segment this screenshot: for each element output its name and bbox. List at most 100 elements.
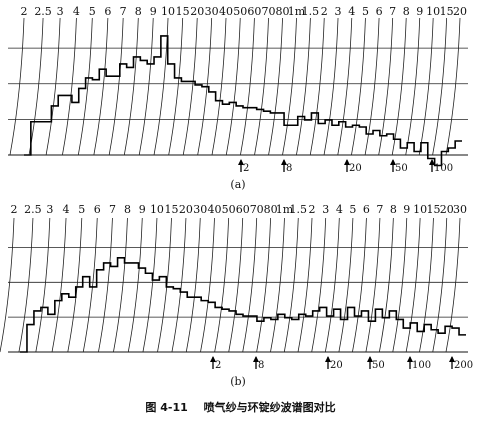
arrow-label-8: 8: [286, 163, 292, 174]
channel-boundary-17: [254, 17, 269, 156]
tick-label-1: 2: [21, 5, 28, 18]
arrow-label-20: 20: [349, 163, 362, 174]
channel-boundary-30: [432, 17, 448, 156]
tick-label-11: 15: [176, 5, 190, 18]
tick-label-8: 8: [124, 203, 131, 216]
tick-label-23: 4: [336, 203, 343, 216]
arrow-head-100: [407, 356, 413, 362]
channel-boundary-9: [138, 17, 154, 156]
channel-boundary-3: [35, 217, 51, 353]
channel-boundary-20: [283, 217, 299, 353]
channel-boundary-15: [225, 17, 241, 156]
channel-boundary-23: [337, 17, 353, 156]
arrow-head-20: [325, 356, 331, 362]
channel-boundary-18: [268, 17, 283, 156]
tick-label-18: 80: [264, 203, 278, 216]
tick-label-24: 5: [349, 203, 356, 216]
tick-label-12: 20: [190, 5, 204, 18]
tick-label-26: 7: [389, 5, 396, 18]
tick-label-21: 2: [309, 203, 316, 216]
channel-boundary-31: [445, 17, 461, 156]
arrow-label-8: 8: [258, 360, 264, 371]
tick-label-19: 1m: [276, 203, 294, 216]
spectrum-line: [20, 257, 466, 353]
arrow-label-20: 20: [330, 360, 343, 371]
channel-boundary-10: [142, 217, 158, 353]
tick-label-2: 2.5: [34, 5, 52, 18]
tick-label-30: 15: [440, 5, 454, 18]
channel-boundary-13: [197, 17, 213, 156]
arrow-head-2: [238, 159, 244, 165]
arrow-label-2: 2: [243, 163, 249, 174]
channel-boundary-20: [296, 17, 311, 156]
spectrum-line: [24, 35, 462, 167]
tick-label-26: 7: [376, 203, 383, 216]
tick-label-1: 2: [11, 203, 18, 216]
tick-label-5: 5: [89, 5, 96, 18]
channel-boundary-10: [153, 17, 169, 156]
tick-label-7: 7: [120, 5, 127, 18]
tick-label-21: 2: [321, 5, 328, 18]
channel-boundary-12: [171, 217, 187, 353]
tick-label-28: 9: [416, 5, 423, 18]
arrow-label-100: 100: [412, 360, 431, 371]
tick-label-23: 4: [348, 5, 355, 18]
tick-label-16: 60: [247, 5, 261, 18]
tick-label-2: 2.5: [24, 203, 42, 216]
channel-boundary-16: [228, 217, 244, 353]
tick-label-29: 10: [413, 203, 427, 216]
channel-boundary-30: [419, 217, 434, 353]
tick-label-14: 40: [207, 203, 221, 216]
channel-boundary-19: [282, 17, 297, 156]
channel-boundary-29: [405, 217, 421, 353]
tick-label-10: 10: [150, 203, 164, 216]
tick-label-13: 30: [205, 5, 219, 18]
tick-label-13: 30: [193, 203, 207, 216]
arrow-head-8: [281, 159, 287, 165]
channel-boundary-14: [200, 217, 215, 353]
tick-label-10: 10: [161, 5, 175, 18]
channel-boundary-27: [378, 217, 394, 353]
arrow-head-200: [449, 356, 455, 362]
tick-label-20: 1.5: [302, 5, 320, 18]
tick-label-12: 20: [179, 203, 193, 216]
tick-label-7: 7: [109, 203, 116, 216]
tick-label-11: 15: [165, 203, 179, 216]
tick-label-29: 10: [426, 5, 440, 18]
tick-label-8: 8: [135, 5, 142, 18]
channel-boundary-31: [432, 217, 448, 353]
tick-label-27: 8: [403, 5, 410, 18]
tick-label-6: 6: [104, 5, 111, 18]
channel-boundary-4: [51, 217, 67, 353]
arrow-label-200: 200: [454, 360, 473, 371]
tick-label-25: 6: [363, 203, 370, 216]
tick-label-17: 70: [262, 5, 276, 18]
channel-boundary-26: [378, 17, 394, 156]
channel-boundary-27: [391, 17, 407, 156]
channel-boundary-2: [18, 217, 34, 353]
channel-boundary-23: [324, 217, 340, 353]
tick-label-3: 3: [57, 5, 64, 18]
channel-boundary-25: [364, 17, 380, 156]
channel-boundary-28: [392, 217, 408, 353]
tick-label-28: 9: [403, 203, 410, 216]
tick-label-14: 40: [219, 5, 233, 18]
tick-label-32: 30: [453, 203, 467, 216]
caption-text: 喷气纱与环锭纱波谱图对比: [203, 401, 336, 414]
tick-label-25: 6: [376, 5, 383, 18]
arrow-label-50: 50: [395, 163, 408, 174]
panel-label: (a): [230, 178, 245, 191]
channel-boundary-11: [157, 217, 172, 353]
tick-label-4: 4: [63, 203, 70, 216]
channel-boundary-17: [242, 217, 258, 353]
tick-label-31: 20: [440, 203, 454, 216]
channel-boundary-28: [405, 17, 421, 156]
tick-label-22: 3: [322, 203, 329, 216]
channel-boundary-18: [256, 217, 272, 353]
channel-boundary-5: [77, 17, 93, 156]
channel-boundary-14: [211, 17, 227, 156]
channel-boundary-5: [67, 217, 83, 353]
tick-label-5: 5: [78, 203, 85, 216]
